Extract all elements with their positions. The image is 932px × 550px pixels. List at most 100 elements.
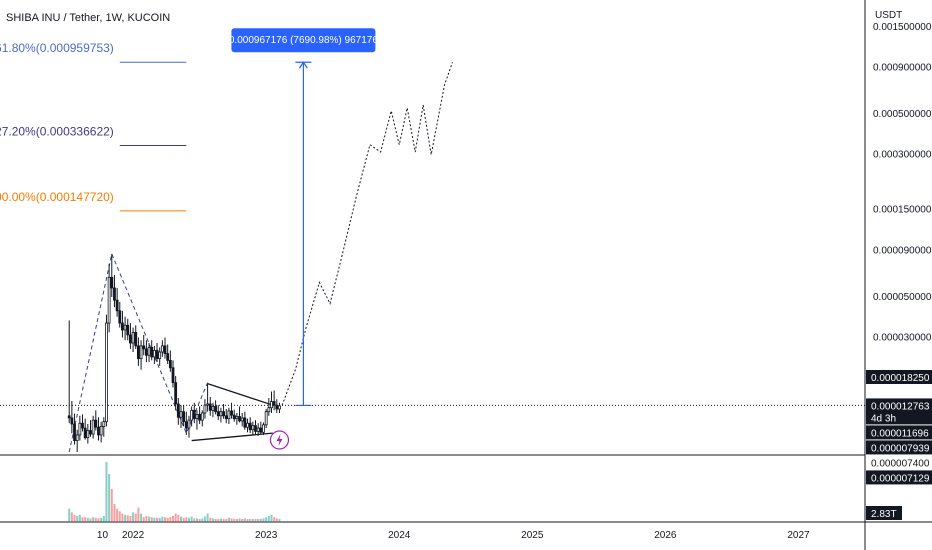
candle-body <box>240 417 244 422</box>
candle-body <box>136 345 140 360</box>
candle-body <box>235 416 239 420</box>
volume-bar <box>198 519 201 522</box>
volume-bar <box>94 517 97 522</box>
candle <box>99 421 103 443</box>
symbol-title[interactable]: SHIBA INU / Tether, 1W, KUCOIN <box>6 12 171 24</box>
currency-label[interactable]: USDT <box>875 10 903 21</box>
candle <box>272 390 276 411</box>
volume-bar <box>137 507 140 522</box>
candle <box>113 274 116 308</box>
candle-body <box>166 353 170 361</box>
x-tick-label: 2024 <box>388 530 411 541</box>
volume-bar <box>182 517 185 522</box>
candle <box>70 400 74 434</box>
candle-body <box>206 403 210 406</box>
candle-body <box>91 419 95 435</box>
candle <box>155 343 159 363</box>
time-axis[interactable]: 10 2022 2023 2024 2025 2026 2027 <box>97 530 810 541</box>
candle <box>254 420 257 435</box>
candle <box>105 314 108 427</box>
candle-body <box>262 424 265 433</box>
candle <box>278 402 281 414</box>
candle-body <box>83 427 87 439</box>
candle-body <box>200 412 204 421</box>
volume-bar <box>134 513 137 522</box>
x-tick-label: 2025 <box>521 530 544 541</box>
candle <box>190 406 194 427</box>
volume-bar <box>254 519 257 522</box>
volume-bar <box>78 514 81 522</box>
candle <box>176 398 180 425</box>
candle <box>259 421 263 435</box>
candle <box>78 415 82 441</box>
candle-body <box>192 409 196 420</box>
candle <box>216 405 220 421</box>
candle <box>232 409 236 422</box>
candle <box>94 410 98 431</box>
candle <box>195 410 199 430</box>
price-axis[interactable]: 0.001500000 0.000900000 0.000500000 0.00030… <box>873 22 932 344</box>
lightning-bolt <box>276 434 283 446</box>
measure-tooltip <box>231 28 376 53</box>
candle <box>192 402 196 424</box>
volume-bar <box>203 516 206 522</box>
volume-bar <box>164 517 167 522</box>
candle-body <box>267 407 271 413</box>
candle-body <box>246 422 249 428</box>
candle <box>150 340 154 361</box>
volume-bar <box>217 519 220 522</box>
fib-level-label: 161.80%(0.000959753) <box>0 41 114 55</box>
volume-bar <box>100 517 103 522</box>
candle <box>152 345 156 364</box>
candle-body <box>174 382 178 405</box>
volume-bar <box>195 518 198 522</box>
volume-tag <box>866 506 902 520</box>
candle <box>198 406 202 425</box>
candle-body <box>187 419 191 429</box>
volume-bar <box>97 518 100 522</box>
volume-bar <box>153 517 156 522</box>
candle-body <box>238 416 241 422</box>
candle <box>102 417 106 437</box>
candle <box>179 405 183 429</box>
volume-bar <box>251 519 254 522</box>
volume-bar <box>190 516 193 522</box>
fib-level-label: 127.20%(0.000336622) <box>0 124 114 138</box>
candle-body <box>264 411 268 426</box>
y-tick-label: 0.000300000 <box>873 150 932 161</box>
candle <box>211 402 215 418</box>
candle-body <box>171 367 175 384</box>
candle <box>126 318 130 341</box>
x-tick-label: 2023 <box>255 530 278 541</box>
candle <box>187 415 191 438</box>
candle-body <box>113 287 116 301</box>
volume-bar <box>187 517 190 522</box>
volume-bar <box>222 519 225 522</box>
volume-bar <box>156 517 159 522</box>
volume-bar <box>92 517 95 522</box>
candle <box>115 287 119 317</box>
candle-body <box>243 417 247 428</box>
volume-bar <box>158 517 161 522</box>
volume-bar <box>129 516 132 522</box>
volume-bar <box>227 517 230 522</box>
candle <box>91 415 95 439</box>
volume-bar <box>126 515 129 522</box>
price-tag <box>866 440 932 455</box>
candle <box>160 340 164 357</box>
price-tag-countdown: 4d 3h <box>871 413 896 424</box>
price-tag-label: 0.000011696 <box>871 428 929 439</box>
candle <box>224 408 228 424</box>
candle <box>182 405 186 427</box>
y-tick-label: 0.001500000 <box>873 22 932 33</box>
candle-body <box>129 334 132 344</box>
candle-body <box>256 427 260 432</box>
volume-bar <box>201 518 204 522</box>
volume-bar <box>142 517 145 522</box>
volume-bar <box>73 514 76 522</box>
volume-bar <box>206 513 209 522</box>
candle-body <box>75 434 79 441</box>
volume-bar <box>214 519 217 522</box>
